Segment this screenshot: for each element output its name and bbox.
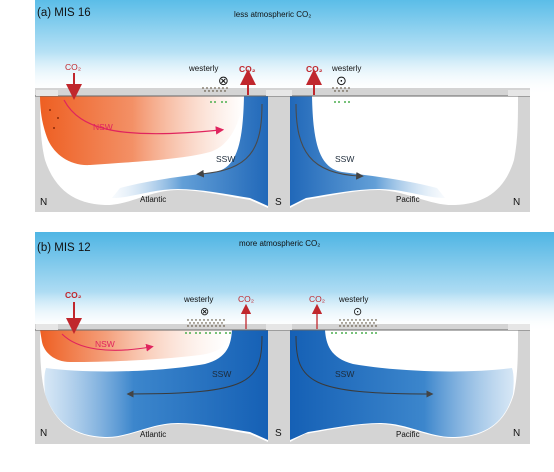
ssw-atlantic-flow-arrow [126,335,263,398]
ssw-atlantic-flow-arrow [196,103,263,178]
ssw-atlantic [112,96,268,206]
ssw-pacific-flow-arrow [295,103,364,180]
panel-a-diagram [35,0,554,212]
westerly-label-atlantic: westerly [184,295,214,304]
basin-label-atlantic: Atlantic [140,195,167,204]
ssw-label-pacific: SSW [335,369,355,379]
ssw-pacific [290,330,514,440]
left-shelf [36,324,58,330]
ssw-label-pacific: SSW [335,154,355,164]
panel-label: (a) MIS 16 [37,7,91,19]
co2-label-atlantic-in: CO₂ [65,290,82,300]
co2-label-pacific-out: CO₂ [306,64,323,74]
westerly-wind-dots-pacific [339,319,377,327]
wind-out-of-page-icon: ⊙ [336,73,347,88]
center-shelf [266,324,292,330]
nsw-flow-arrow [61,333,154,352]
nsw-water-mass [40,330,230,362]
north-label-right: N [513,428,521,439]
atmosphere-band [35,0,554,95]
center-shelf [266,90,292,96]
north-label-left: N [40,428,48,439]
basin-label-atlantic: Atlantic [140,430,167,439]
westerly-label-pacific: westerly [339,295,369,304]
panel-mis16: (a) MIS 16 less atmospheric CO₂ CO₂ CO₂ … [35,0,554,212]
co2-label-pacific-out: CO₂ [309,294,326,304]
nsw-label: NSW [95,339,115,349]
panel-mis12: (b) MIS 12 more atmospheric CO₂ CO₂ CO₂ … [0,232,554,468]
westerly-wind-dots-atlantic [202,87,228,92]
westerly-label-atlantic: westerly [189,64,219,73]
nsw-water-mass [40,96,245,166]
basin-label-pacific: Pacific [396,195,420,204]
panel-label: (b) MIS 12 [37,242,91,254]
nsw-dot [53,127,55,129]
wind-out-of-page-icon: ⊙ [353,306,363,318]
left-shelf [36,90,58,96]
basin-label-pacific: Pacific [396,430,420,439]
co2-label-atlantic-in: CO₂ [65,62,82,72]
wind-into-page-icon: ⊗ [218,73,229,88]
wind-into-page-icon: ⊗ [200,306,210,318]
upwelling-marks [185,332,377,334]
ssw-label-atlantic: SSW [216,154,236,164]
south-label: S [275,428,282,439]
panel-b-diagram [35,232,554,444]
north-label-left: N [40,197,48,208]
ssw-pacific-flow-arrow [295,335,434,398]
atmosphere-label: less atmospheric CO₂ [234,10,312,19]
ssw-pacific [290,96,445,206]
ssw-label-atlantic: SSW [212,369,232,379]
right-shelf [508,90,530,96]
upwelling-marks [210,101,350,103]
westerly-wind-dots-atlantic [187,319,225,327]
atmosphere-band [35,232,554,332]
nsw-flow-arrow [63,99,225,135]
co2-label-atlantic-out: CO₂ [238,294,255,304]
south-label: S [275,197,282,208]
westerly-label-pacific: westerly [332,64,362,73]
north-label-right: N [513,197,521,208]
nsw-dot [49,109,51,111]
atmosphere-label: more atmospheric CO₂ [239,239,321,248]
ssw-atlantic [44,330,269,440]
right-shelf [508,324,530,330]
westerly-wind-dots-pacific [332,87,350,92]
co2-label-atlantic-out: CO₂ [239,64,256,74]
nsw-dot [57,117,59,119]
nsw-label: NSW [93,122,113,132]
